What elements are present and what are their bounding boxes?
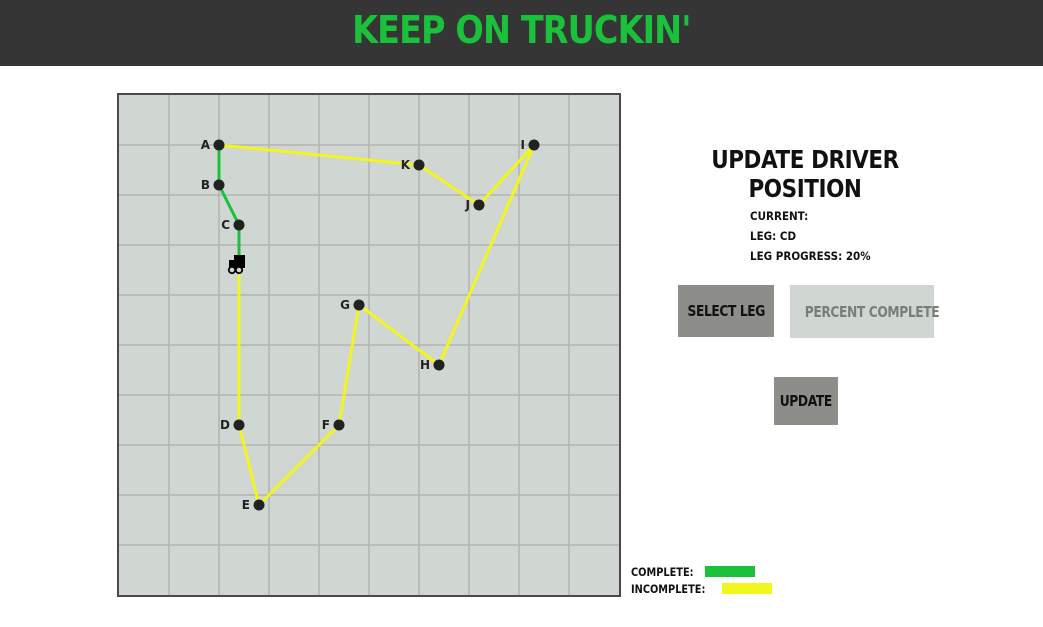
select-leg-button-label: SELECT LEG: [687, 302, 765, 320]
legend-complete-swatch: [704, 566, 755, 577]
legend-incomplete: INCOMPLETE:: [631, 580, 773, 597]
panel-title: UPDATE DRIVER POSITION: [711, 145, 899, 203]
stop-marker-d: [233, 419, 245, 431]
stop-label-d: D: [220, 418, 230, 432]
stop-label-j: J: [465, 198, 470, 212]
truck-cab: [229, 260, 235, 268]
route-leg-ij-incomplete: [477, 143, 536, 207]
stop-label-f: F: [322, 418, 330, 432]
route-leg-jk-incomplete: [417, 163, 481, 207]
route-leg-ka-incomplete: [217, 143, 421, 167]
update-button-label: UPDATE: [779, 392, 833, 410]
current-label: CURRENT:: [750, 209, 809, 223]
route-leg-hi-incomplete: [437, 143, 536, 367]
stop-marker-c: [233, 219, 245, 231]
route-map-canvas: A B C D E F G H I J K: [119, 95, 619, 595]
route-lines: [217, 143, 536, 507]
truck-cargo: [234, 255, 245, 268]
stop-label-i: I: [521, 138, 525, 152]
legend-incomplete-swatch: [722, 583, 773, 594]
percent-complete-button[interactable]: PERCENT COMPLETE: [790, 285, 940, 338]
stop-label-k: K: [401, 158, 411, 172]
route-leg-bc-complete: [217, 183, 241, 227]
legend-incomplete-label: INCOMPLETE:: [631, 581, 706, 596]
stop-label-b: B: [201, 178, 210, 192]
stop-marker-e: [253, 499, 265, 511]
route-leg-fg-incomplete: [337, 303, 361, 427]
stop-marker-i: [528, 139, 540, 151]
stop-marker-b: [213, 179, 225, 191]
stop-marker-f: [333, 419, 345, 431]
header-bar: KEEP ON TRUCKIN': [0, 0, 1043, 66]
stop-marker-h: [433, 359, 445, 371]
update-button[interactable]: UPDATE: [774, 377, 838, 425]
stop-marker-k: [413, 159, 425, 171]
percent-complete-button-label: PERCENT COMPLETE: [804, 302, 940, 321]
stop-marker-g: [353, 299, 365, 311]
route-leg-gh-incomplete: [357, 303, 441, 367]
current-leg-progress: LEG PROGRESS: 20%: [750, 249, 871, 263]
route-map: A B C D E F G H I J K: [117, 93, 621, 597]
stop-marker-j: [473, 199, 485, 211]
legend: COMPLETE: INCOMPLETE:: [631, 563, 773, 597]
stop-label-g: G: [340, 298, 350, 312]
truck-marker: [227, 255, 245, 275]
app-title: KEEP ON TRUCKIN': [352, 8, 691, 52]
legend-complete-label: COMPLETE:: [631, 564, 694, 579]
stop-label-e: E: [242, 498, 250, 512]
stop-label-a: A: [201, 138, 211, 152]
stop-label-c: C: [221, 218, 230, 232]
route-stops: A B C D E F G H I J K: [201, 138, 540, 512]
current-leg: LEG: CD: [750, 229, 797, 243]
truck-wheel-front: [227, 265, 237, 275]
map-grid: [119, 95, 619, 595]
truck-icon: [227, 255, 245, 275]
current-position-info: CURRENT: LEG: CD LEG PROGRESS: 20%: [750, 206, 871, 266]
stop-marker-a: [213, 139, 225, 151]
select-leg-button[interactable]: SELECT LEG: [678, 285, 774, 337]
stop-label-h: H: [420, 358, 430, 372]
truck-wheel-rear: [234, 265, 244, 275]
route-leg-ef-incomplete: [257, 423, 341, 507]
route-leg-de-incomplete: [237, 423, 261, 507]
legend-complete: COMPLETE:: [631, 563, 772, 580]
